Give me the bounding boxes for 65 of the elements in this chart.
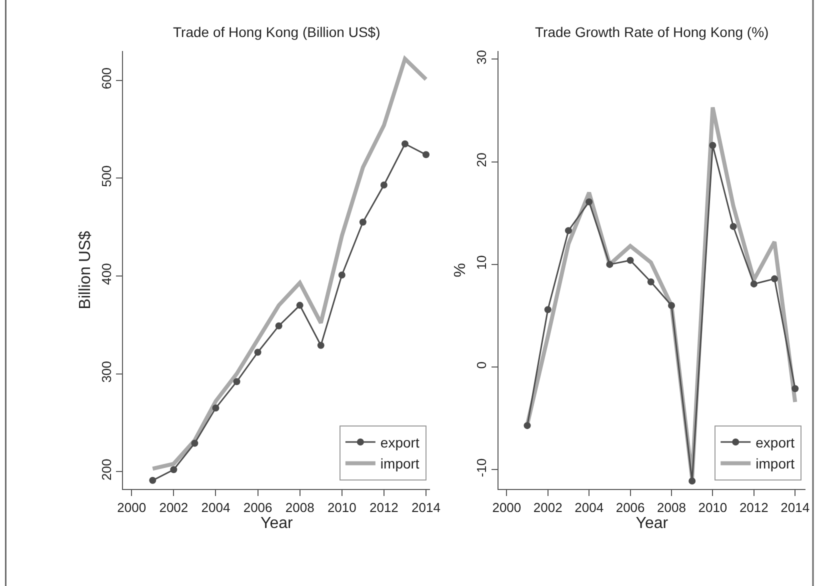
point	[401, 140, 408, 148]
x-axis-title: Year	[260, 514, 294, 532]
legend-label: import	[756, 456, 795, 472]
point	[730, 222, 737, 230]
chart-title: Trade of Hong Kong (Billion US$)	[173, 24, 380, 40]
point	[170, 466, 178, 474]
point	[149, 476, 156, 484]
point	[750, 280, 758, 288]
legend-label: export	[756, 434, 795, 450]
point	[359, 218, 366, 226]
x-tick-label: 2010	[698, 500, 728, 515]
x-tick-label: 2002	[533, 500, 562, 515]
line-series	[150, 56, 428, 471]
y-tick-label: 200	[99, 458, 114, 480]
point	[626, 256, 634, 264]
x-tick-label: 2000	[492, 500, 522, 515]
x-tick-label: 2014	[780, 500, 810, 515]
point	[191, 440, 198, 447]
y-tick-label: 500	[99, 165, 114, 188]
x-tick-label: 2004	[574, 500, 604, 515]
point	[317, 342, 324, 349]
x-tick-label: 2002	[159, 500, 188, 515]
y-tick-label: 600	[99, 68, 114, 90]
x-tick-label: 2010	[327, 500, 356, 515]
point	[668, 302, 675, 309]
y-tick-label: 10	[474, 255, 490, 270]
point	[422, 151, 430, 158]
point	[296, 302, 304, 309]
point	[212, 404, 220, 412]
y-tick-label: 0	[474, 362, 490, 369]
y-tick-label: 400	[99, 263, 114, 285]
point	[586, 198, 593, 206]
y-tick-label: 30	[474, 50, 490, 64]
point	[524, 422, 531, 430]
x-tick-label: 2000	[117, 500, 146, 515]
x-tick-label: 2012	[739, 500, 768, 515]
x-tick-label: 2008	[657, 500, 686, 515]
legend-label: import	[380, 456, 420, 472]
legend-label: export	[380, 434, 420, 450]
point	[544, 306, 552, 314]
point	[380, 181, 388, 188]
x-tick-label: 2006	[243, 500, 272, 515]
point	[275, 322, 282, 330]
point	[254, 348, 262, 356]
point	[606, 260, 614, 268]
y-axis-title: Billion US$	[76, 230, 94, 310]
chart-title: Trade Growth Rate of Hong Kong (%)	[535, 24, 769, 40]
point	[564, 227, 572, 234]
point	[647, 278, 654, 286]
point	[771, 275, 778, 282]
y-axis-title: %	[452, 262, 470, 278]
x-tick-label: 2014	[412, 500, 440, 515]
x-tick-label: 2004	[201, 500, 230, 515]
point	[338, 271, 346, 278]
y-tick-label: 300	[99, 360, 114, 383]
y-tick-label: -10	[474, 458, 490, 478]
x-tick-label: 2012	[369, 500, 398, 515]
point	[688, 477, 696, 484]
point	[709, 142, 716, 149]
y-tick-label: 20	[474, 152, 490, 168]
x-tick-label: 2006	[616, 500, 645, 515]
x-tick-label: 2008	[285, 500, 314, 515]
x-axis-title: Year	[636, 514, 669, 532]
point	[233, 378, 240, 386]
point	[792, 385, 799, 392]
